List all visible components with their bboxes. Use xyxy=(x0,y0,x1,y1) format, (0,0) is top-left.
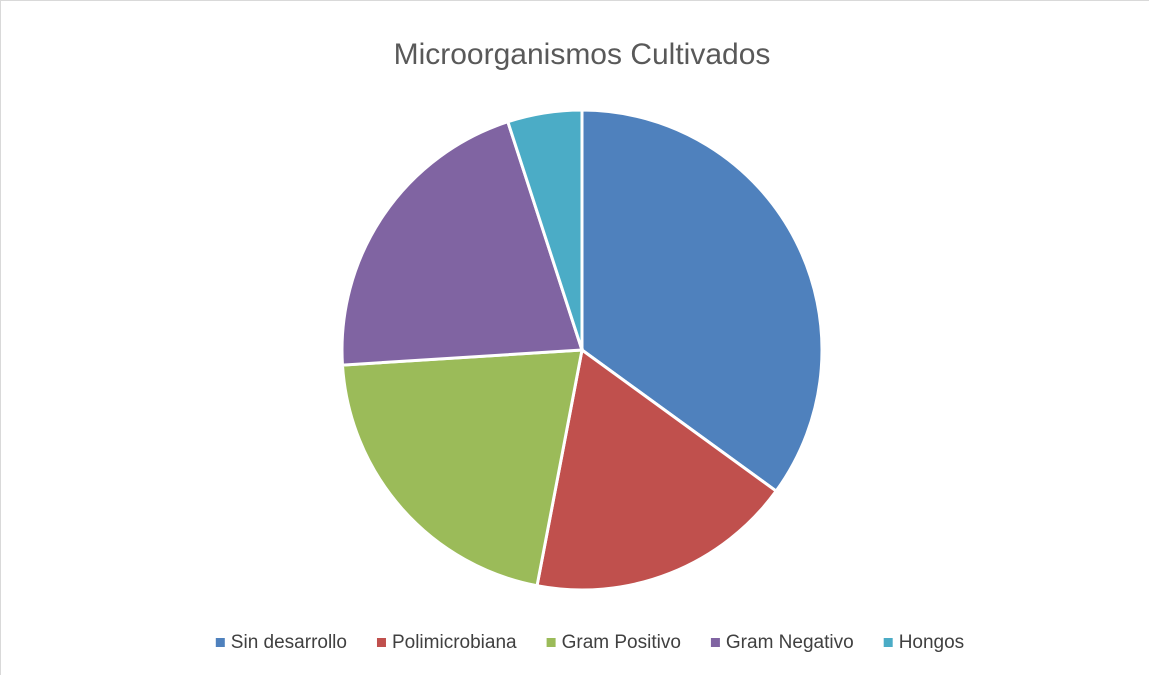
legend-label: Hongos xyxy=(899,632,965,653)
chart-title: Microorganismos Cultivados xyxy=(394,38,771,71)
legend-label: Gram Negativo xyxy=(726,632,854,653)
legend-swatch xyxy=(377,638,386,647)
legend-swatch xyxy=(547,638,556,647)
legend-swatch xyxy=(216,638,225,647)
legend-label: Polimicrobiana xyxy=(392,632,517,653)
legend-label: Gram Positivo xyxy=(562,632,681,653)
legend-swatch xyxy=(711,638,720,647)
legend-swatch xyxy=(884,638,893,647)
legend-label: Sin desarrollo xyxy=(231,632,347,653)
